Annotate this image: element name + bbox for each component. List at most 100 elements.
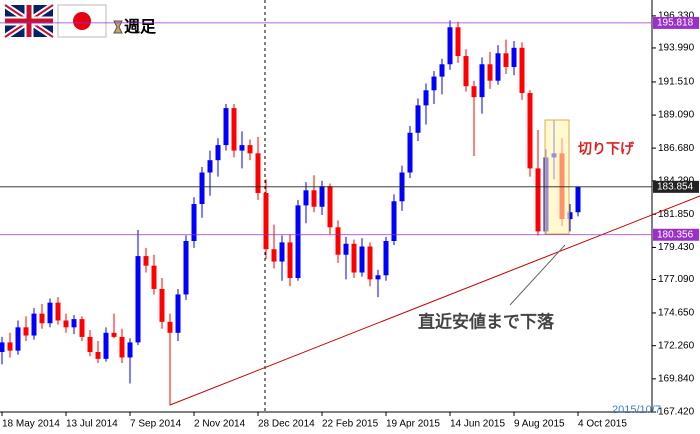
x-tick-label: 2 Nov 2014 xyxy=(194,419,246,430)
y-tick-label: 174.650 xyxy=(658,308,695,319)
y-tick-label: 181.850 xyxy=(658,209,695,220)
date-label: 2015/10/7 xyxy=(612,404,661,416)
candle-body xyxy=(391,201,397,242)
candle-body xyxy=(239,145,245,151)
candle-body xyxy=(47,302,53,324)
candle-body xyxy=(167,321,173,333)
candle-body xyxy=(135,256,141,343)
candle-body xyxy=(127,342,133,358)
candle-body xyxy=(191,204,197,242)
annotation-pointer xyxy=(509,244,566,306)
candle-body xyxy=(407,132,413,173)
candle-body xyxy=(199,172,205,205)
price-label-box xyxy=(653,16,699,29)
candle-body xyxy=(207,160,213,173)
candle-body xyxy=(31,313,37,336)
candle-body xyxy=(335,227,341,255)
price-label-box xyxy=(653,180,699,193)
candle-body xyxy=(431,76,437,91)
y-tick-label: 196.330 xyxy=(658,11,695,22)
candle-body xyxy=(327,186,333,228)
candle-body xyxy=(575,186,581,213)
candle-body xyxy=(567,212,573,220)
japan-flag xyxy=(57,4,107,38)
candle-body xyxy=(39,313,45,324)
candle-body xyxy=(175,294,181,333)
candle-body xyxy=(255,153,261,194)
candle-body xyxy=(359,246,365,273)
price-label-box xyxy=(653,228,699,241)
highlight-box xyxy=(544,119,570,235)
y-tick-label: 169.840 xyxy=(658,373,695,384)
candle-body xyxy=(215,145,221,161)
candle-body xyxy=(87,336,93,352)
candle-body xyxy=(231,108,237,151)
candle-body xyxy=(527,93,533,169)
x-tick-label: 18 May 2014 xyxy=(2,419,60,430)
candle-body xyxy=(23,327,29,336)
x-tick-label: 14 Jun 2015 xyxy=(450,419,505,430)
candle-body xyxy=(487,64,493,81)
candle-body xyxy=(15,327,21,351)
chart-title: 週足 xyxy=(124,18,157,36)
candle-body xyxy=(463,56,469,87)
candle-body xyxy=(55,302,61,321)
price-label: 183.854 xyxy=(657,181,694,192)
candle-body xyxy=(223,108,229,146)
candle-body xyxy=(7,342,13,351)
hourglass-icon xyxy=(113,20,123,34)
candle-body xyxy=(287,242,293,279)
price-label: 180.356 xyxy=(657,229,694,240)
plot: 196.330193.990191.510189.090186.680184.2… xyxy=(0,11,695,430)
x-tick-label: 22 Feb 2015 xyxy=(322,419,379,430)
candle-body xyxy=(503,53,509,67)
candle-body xyxy=(519,47,525,94)
candle-body xyxy=(79,319,85,337)
x-tick-label: 13 Jul 2014 xyxy=(66,419,118,430)
x-tick-label: 28 Dec 2014 xyxy=(258,419,315,430)
candle-body xyxy=(271,249,277,262)
candle-body xyxy=(479,64,485,98)
uk-flag xyxy=(3,2,55,40)
candle-body xyxy=(119,336,125,358)
candle-body xyxy=(183,241,189,295)
trend-line xyxy=(169,195,700,406)
candle-body xyxy=(63,320,69,328)
y-tick-label: 172.260 xyxy=(658,340,695,351)
candle-body xyxy=(103,332,109,359)
candle-body xyxy=(319,186,325,207)
y-tick-label: 191.510 xyxy=(658,77,695,88)
candle-body xyxy=(423,90,429,106)
candle-body xyxy=(367,246,373,280)
x-tick-label: 7 Sep 2014 xyxy=(130,419,182,430)
y-tick-label: 189.090 xyxy=(658,110,695,121)
candle-body xyxy=(447,27,453,65)
candle-body xyxy=(495,53,501,81)
candle-body xyxy=(95,351,101,359)
candle-body xyxy=(143,256,149,266)
candle-body xyxy=(439,64,445,77)
y-tick-label: 177.090 xyxy=(658,274,695,285)
candle-body xyxy=(535,168,541,232)
annotation: 切り下げ xyxy=(578,141,635,157)
y-tick-label: 179.430 xyxy=(658,242,695,253)
candle-body xyxy=(471,86,477,98)
price-label: 195.818 xyxy=(657,18,694,29)
candle-body xyxy=(455,27,461,57)
candle-body xyxy=(111,332,117,337)
candle-body xyxy=(415,105,421,133)
candle-body xyxy=(247,145,253,154)
y-tick-label: 167.420 xyxy=(658,407,695,418)
annotation: 直近安値まで下落 xyxy=(418,311,555,331)
candle-body xyxy=(0,342,5,352)
candle-body xyxy=(263,193,269,250)
x-tick-label: 19 Apr 2015 xyxy=(386,419,440,430)
candle-body xyxy=(71,319,77,328)
candle-body xyxy=(279,242,285,262)
candle-body xyxy=(311,190,317,207)
candle-body xyxy=(295,205,301,279)
candle-body xyxy=(511,47,517,67)
candle-body xyxy=(351,243,357,273)
